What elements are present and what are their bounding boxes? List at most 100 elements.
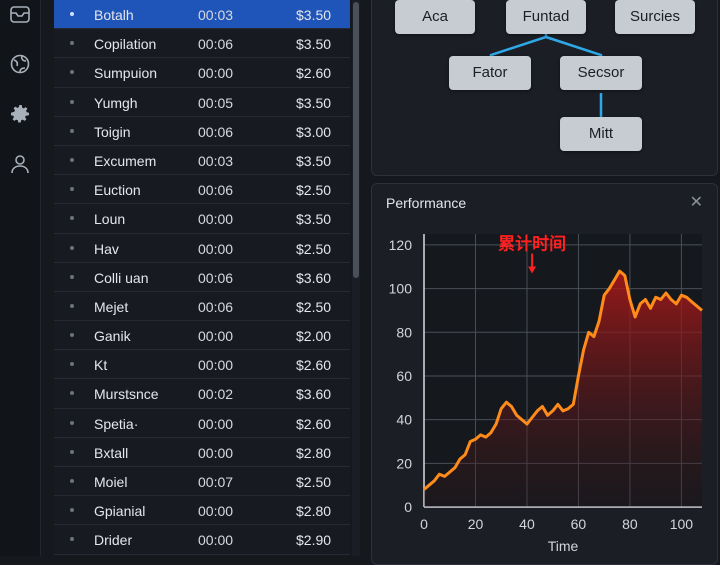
node-funtad[interactable]: Funtad: [506, 0, 586, 34]
gear-icon[interactable]: [8, 102, 32, 126]
list-row[interactable]: Drider 00:00 $2.90: [54, 525, 350, 555]
bullet-icon: [70, 128, 74, 133]
scrollbar-thumb[interactable]: [353, 2, 359, 278]
x-tick-label: 100: [670, 516, 694, 532]
list-row[interactable]: Bxtall 00:00 $2.80: [54, 438, 350, 467]
row-name: Toigin: [94, 123, 131, 140]
row-time: 00:00: [198, 532, 234, 549]
row-time: 00:00: [198, 65, 234, 82]
row-name: Excumem: [94, 152, 157, 169]
row-price: $3.50: [296, 36, 332, 53]
list-row[interactable]: Colli uan 00:06 $3.60: [54, 263, 350, 292]
close-icon[interactable]: ✕: [689, 194, 703, 211]
list-row[interactable]: Kt 00:00 $2.60: [54, 350, 350, 380]
list-row[interactable]: Copilation 00:06 $3.50: [54, 29, 350, 59]
bullet-icon: [70, 333, 74, 338]
y-tick-label: 60: [396, 368, 412, 384]
x-axis-label: Time: [548, 538, 579, 554]
list-row[interactable]: Mejet 00:06 $2.50: [54, 292, 350, 322]
list-row[interactable]: Spetia· 00:00 $2.60: [54, 409, 350, 438]
row-time: 00:06: [198, 269, 234, 286]
row-time: 00:06: [198, 182, 234, 199]
y-tick-label: 80: [396, 324, 412, 340]
row-name: Spetia·: [94, 415, 139, 432]
row-price: $2.50: [296, 240, 332, 257]
list-row[interactable]: Toigin 00:06 $3.00: [54, 117, 350, 146]
bullet-icon: [70, 245, 74, 250]
x-tick-label: 60: [571, 516, 587, 532]
node-fator[interactable]: Fator: [449, 56, 531, 90]
performance-panel: Performance ✕ 0 20 40 60 80 100 120 0 20 40 60 80 10…: [371, 183, 718, 565]
row-time: 00:00: [198, 415, 234, 432]
row-price: $2.60: [296, 65, 332, 82]
row-name: Yumgh: [94, 94, 138, 111]
bullet-icon: [70, 216, 74, 221]
list-row[interactable]: Moiel 00:07 $2.50: [54, 467, 350, 497]
row-price: $2.80: [296, 444, 332, 461]
annotation-label: 累计时间: [498, 233, 566, 254]
bullet-icon: [70, 274, 74, 279]
y-tick-label: 0: [404, 499, 412, 515]
list-row[interactable]: Excumem 00:03 $3.50: [54, 146, 350, 176]
list-row[interactable]: Yumgh 00:05 $3.50: [54, 88, 350, 117]
x-tick-label: 0: [420, 516, 428, 532]
node-aca[interactable]: Aca: [395, 0, 475, 34]
y-tick-label: 40: [396, 412, 412, 428]
item-list: Botalh 00:03 $3.50 Copilation 00:06 $3.50 Sump…: [54, 0, 350, 556]
row-name: Murstsnce: [94, 386, 159, 403]
bullet-icon: [70, 99, 74, 104]
node-surcies[interactable]: Surcies: [615, 0, 695, 34]
bullet-icon: [70, 187, 74, 192]
row-name: Copilation: [94, 36, 157, 53]
row-price: $2.80: [296, 503, 332, 520]
performance-chart: 0 20 40 60 80 100 120 0 20 40 60 80 100 Time 累计时间: [389, 233, 703, 554]
list-row[interactable]: Hav 00:00 $2.50: [54, 234, 350, 263]
list-row[interactable]: Ganik 00:00 $2.00: [54, 321, 350, 351]
row-name: Sumpuion: [94, 65, 158, 82]
row-name: Drider: [94, 532, 133, 549]
list-scrollbar[interactable]: [352, 0, 360, 556]
x-tick-label: 40: [519, 516, 535, 532]
list-row[interactable]: Gpianial 00:00 $2.80: [54, 496, 350, 526]
series-area: [424, 271, 702, 507]
row-time: 00:00: [198, 444, 234, 461]
row-price: $3.60: [296, 269, 332, 286]
row-time: 00:05: [198, 94, 234, 111]
bullet-icon: [70, 479, 74, 483]
row-price: $2.00: [296, 328, 332, 345]
row-name: Colli uan: [94, 269, 149, 286]
row-time: 00:00: [198, 240, 234, 257]
row-price: $2.60: [296, 357, 332, 374]
row-price: $2.50: [296, 298, 332, 315]
bullet-icon: [70, 362, 74, 367]
x-tick-label: 20: [468, 516, 484, 532]
node-mitt[interactable]: Mitt: [560, 117, 642, 151]
row-name: Mejet: [94, 298, 129, 315]
row-name: Ganik: [94, 328, 131, 345]
list-row[interactable]: Murstsnce 00:02 $3.60: [54, 379, 350, 409]
user-icon[interactable]: [8, 152, 32, 176]
list-row[interactable]: Loun 00:00 $3.50: [54, 204, 350, 234]
list-row[interactable]: Sumpuion 00:00 $2.60: [54, 58, 350, 88]
row-price: $3.50: [296, 152, 332, 169]
globe-icon[interactable]: [8, 52, 32, 76]
node-secsor[interactable]: Secsor: [560, 56, 642, 90]
box-icon[interactable]: [8, 2, 32, 26]
row-name: Botalh: [94, 7, 134, 23]
row-price: $3.50: [296, 7, 332, 23]
row-price: $2.50: [296, 474, 332, 490]
bullet-icon: [70, 157, 74, 162]
bullet-icon: [70, 41, 74, 46]
row-price: $3.60: [296, 386, 332, 403]
bullet-icon: [70, 12, 74, 16]
list-row[interactable]: Euction 00:06 $2.50: [54, 175, 350, 205]
row-name: Moiel: [94, 474, 128, 490]
bullet-icon: [70, 449, 74, 454]
row-time: 00:02: [198, 386, 234, 403]
list-row[interactable]: Botalh 00:03 $3.50: [54, 0, 350, 30]
icon-rail: [0, 0, 41, 556]
row-time: 00:00: [198, 211, 234, 228]
row-price: $3.00: [296, 123, 332, 140]
row-name: Gpianial: [94, 503, 146, 520]
x-tick-label: 80: [622, 516, 638, 532]
